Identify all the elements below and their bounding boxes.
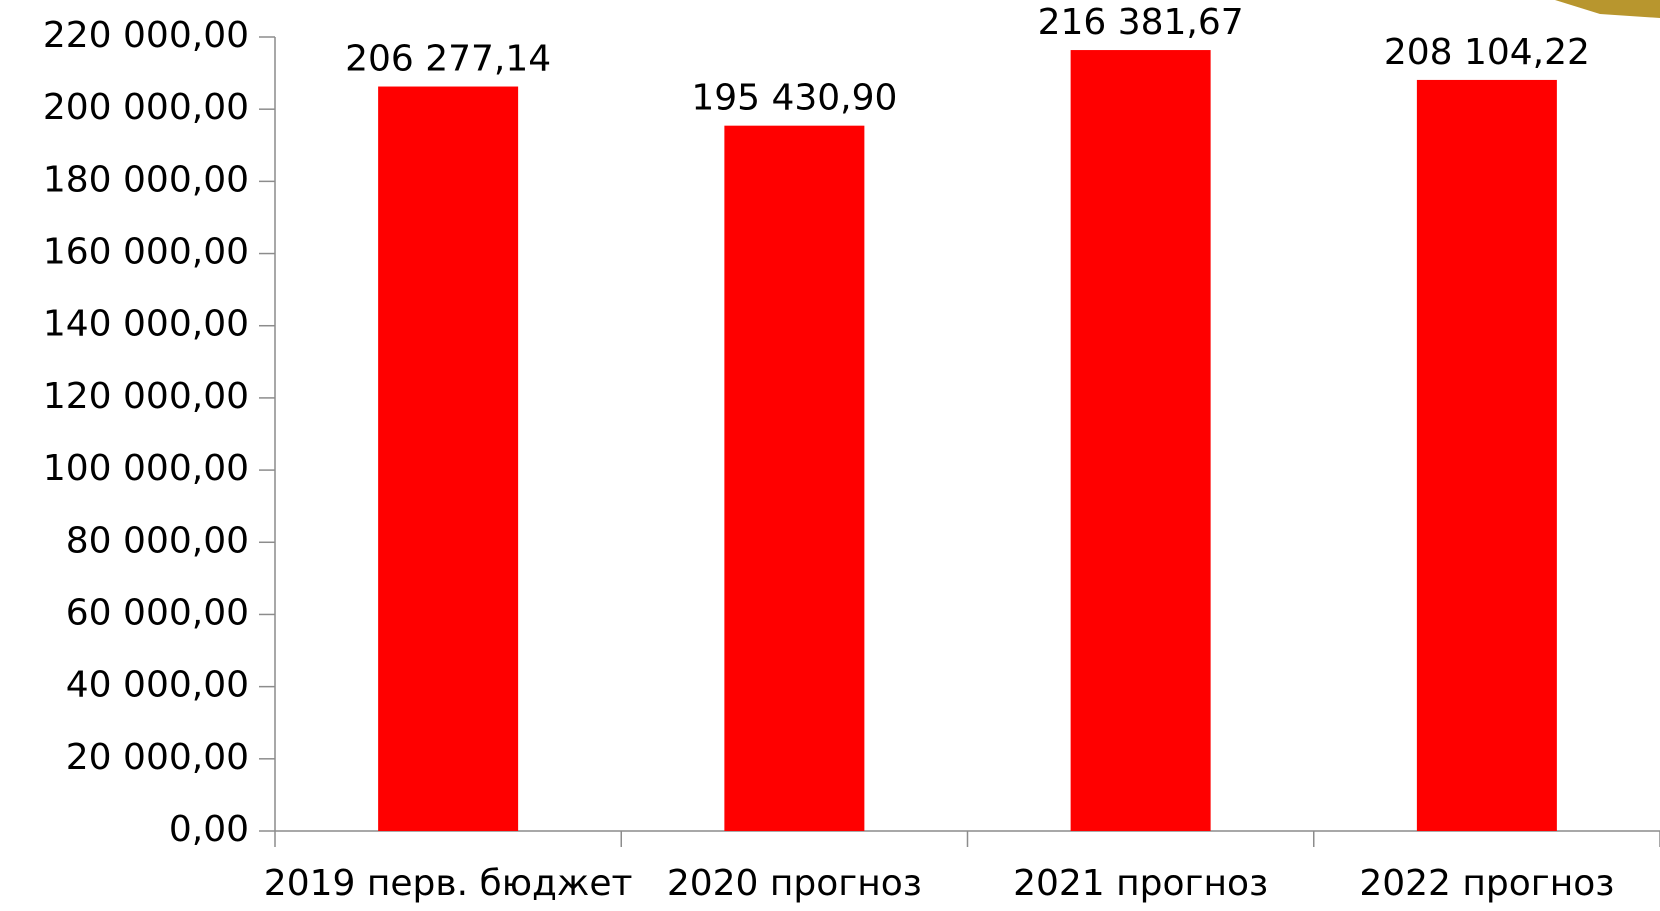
y-tick-label: 140 000,00 [43,304,249,345]
bar [378,87,518,831]
y-tick-label: 60 000,00 [66,592,249,633]
value-label: 216 381,67 [1038,2,1244,43]
chart: 0,00 20 000,00 40 000,00 60 000,00 80 000,00… [0,0,1660,907]
bar [1417,80,1557,831]
x-tick-label: 2021 прогноз [1013,863,1268,904]
y-tick-label: 180 000,00 [43,159,249,200]
y-tick-label: 120 000,00 [43,376,249,417]
page: {"chart_data": {"type": "bar", "categori… [0,0,1660,911]
value-label: 195 430,90 [691,78,897,119]
y-tick-label: 40 000,00 [66,665,249,706]
y-tick-label: 200 000,00 [43,87,249,128]
bar [1071,50,1211,831]
y-tick-label: 0,00 [169,809,249,850]
bar [724,126,864,831]
y-tick-label: 100 000,00 [43,448,249,489]
y-tick-label: 80 000,00 [66,520,249,561]
y-tick-label: 160 000,00 [43,232,249,273]
value-label: 206 277,14 [345,39,551,80]
y-tick-label: 220 000,00 [43,15,249,56]
x-tick-label: 2022 прогноз [1359,863,1614,904]
x-tick-label: 2020 прогноз [667,863,922,904]
x-tick-label: 2019 перв. бюджет [264,863,633,904]
value-label: 208 104,22 [1384,32,1590,73]
y-tick-label: 20 000,00 [66,737,249,778]
decoration [1555,0,1660,18]
